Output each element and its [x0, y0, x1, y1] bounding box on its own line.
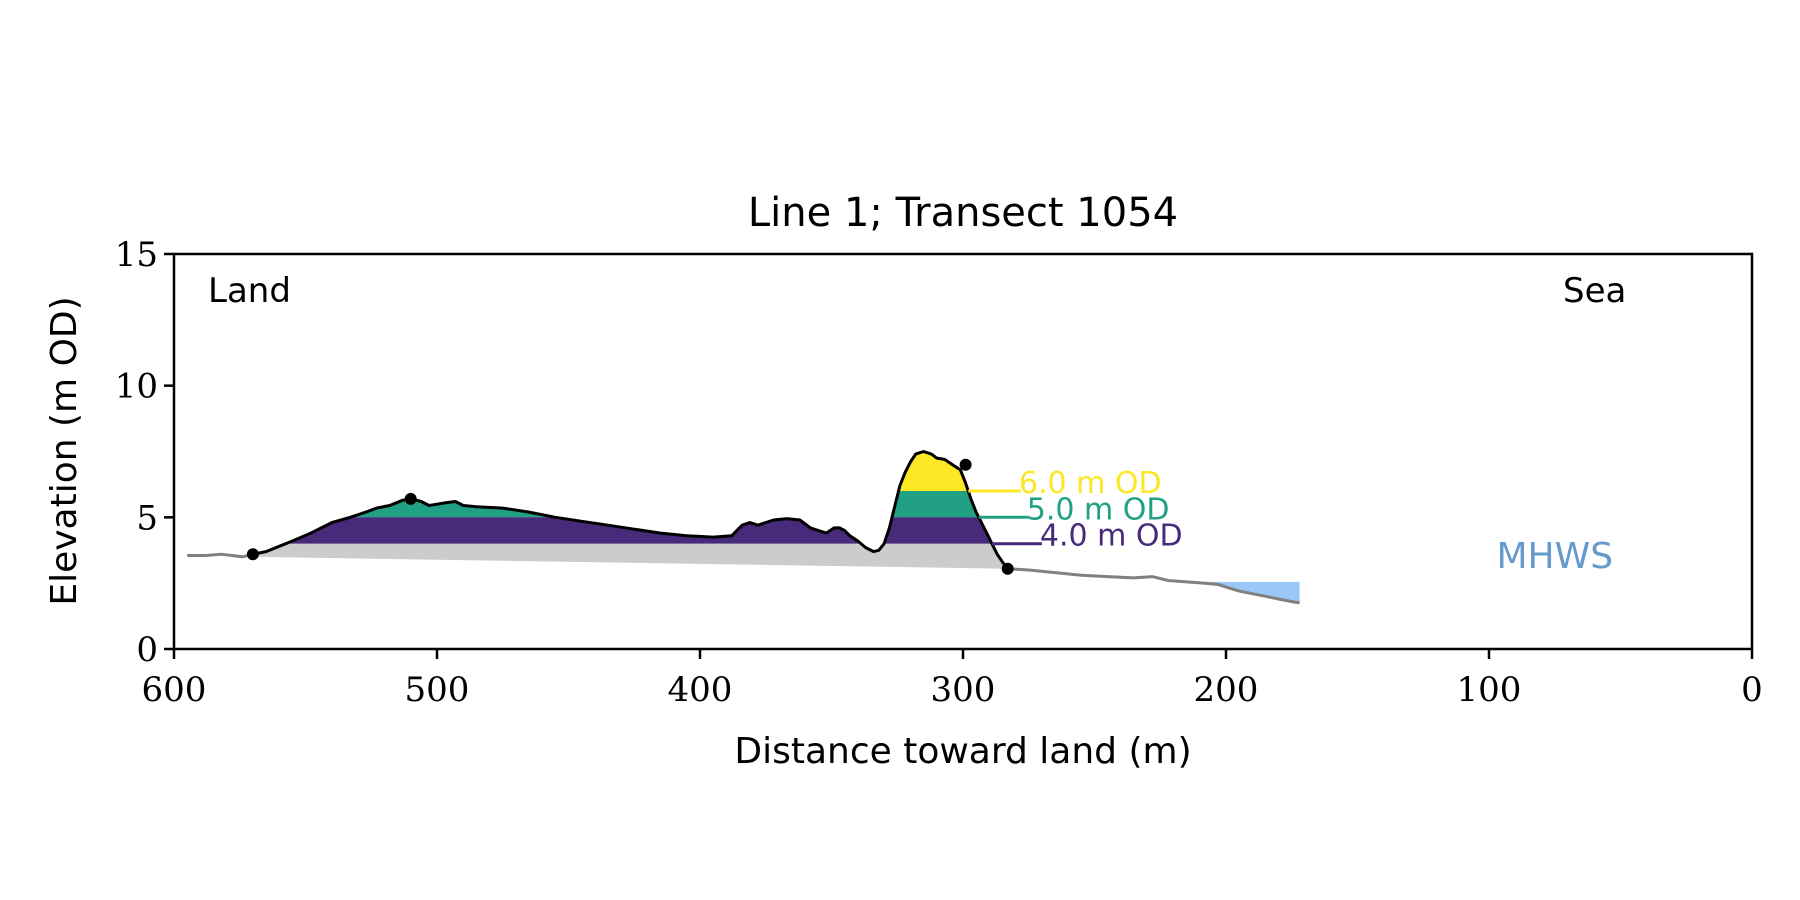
mhws-label: MHWS	[1497, 536, 1614, 577]
plot-area	[187, 450, 1300, 605]
sea-fill	[1186, 581, 1300, 603]
x-tick-label: 0	[1741, 670, 1763, 710]
profile-marker-0	[246, 548, 259, 561]
profile-marker-3	[1001, 562, 1014, 575]
plot-frame	[172, 252, 1754, 651]
beach-profile-landward	[187, 552, 254, 559]
x-tick-label: 600	[142, 670, 207, 710]
y-tick-label: 5	[136, 498, 158, 538]
sea-label: Sea	[1563, 271, 1626, 311]
level-label-1: 5.0 m OD	[1027, 492, 1170, 527]
x-tick-label: 500	[405, 670, 470, 710]
y-axis-ticks: 0 5 10 15	[115, 235, 174, 670]
y-axis-label: Elevation (m OD)	[44, 296, 85, 605]
level-label-0: 6.0 m OD	[1019, 466, 1162, 501]
x-tick-label: 300	[931, 670, 996, 710]
x-axis-label: Distance toward land (m)	[734, 731, 1191, 772]
x-tick-label: 200	[1194, 670, 1259, 710]
y-tick-label: 15	[115, 235, 158, 275]
beach-profile-seaward	[1007, 567, 1300, 605]
land-label: Land	[208, 271, 291, 311]
x-axis-ticks: 600 500 400 300 200 100 0	[142, 649, 1763, 710]
level-band-0	[252, 452, 1008, 491]
profile-marker-1	[404, 492, 417, 505]
level-labels: 6.0 m OD5.0 m OD4.0 m OD	[1019, 466, 1183, 554]
profile-markers	[246, 458, 1014, 575]
y-tick-label: 10	[115, 367, 158, 407]
profile-marker-2	[959, 458, 972, 471]
x-tick-label: 400	[668, 670, 733, 710]
y-tick-label: 0	[136, 630, 158, 670]
chart-title: Line 1; Transect 1054	[748, 190, 1178, 236]
level-label-2: 4.0 m OD	[1040, 519, 1183, 554]
level-lines	[968, 489, 1042, 546]
x-tick-label: 100	[1457, 670, 1522, 710]
